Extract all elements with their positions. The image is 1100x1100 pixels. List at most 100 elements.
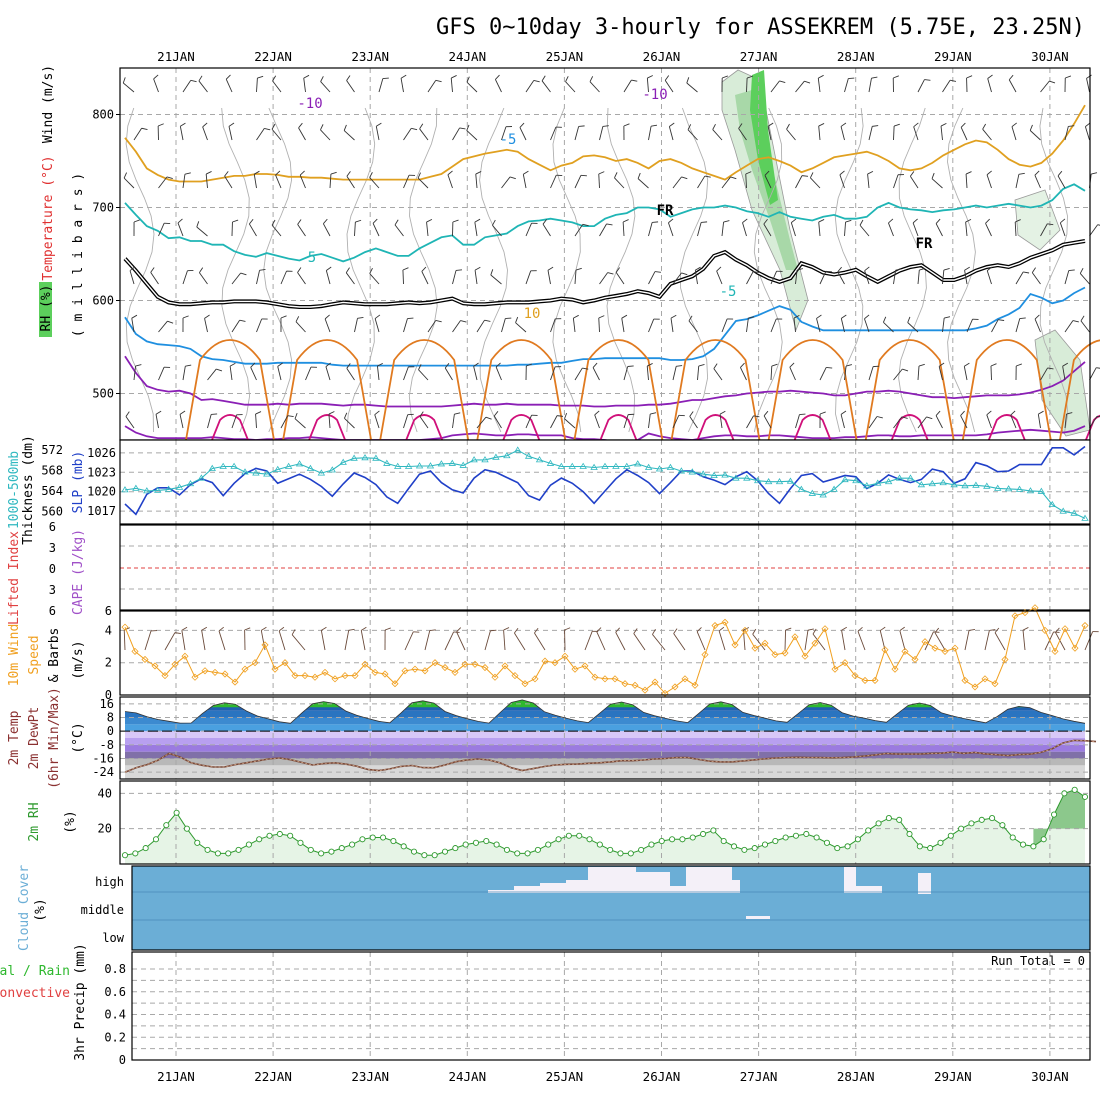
wind-barb-feather xyxy=(298,122,303,129)
wind-barb-feather xyxy=(287,415,294,417)
wind-barb xyxy=(1064,414,1067,429)
wind-tick-label: 4 xyxy=(105,623,112,637)
wind-barb-feather xyxy=(429,629,436,632)
wind-speed-point xyxy=(1051,647,1059,655)
wind-barb xyxy=(231,272,242,285)
wind-barb xyxy=(346,368,355,381)
wind-barb xyxy=(840,414,845,429)
rh2m-point xyxy=(947,832,954,839)
wind-barb-feather xyxy=(594,410,600,416)
wind-barb-feather xyxy=(670,314,677,319)
isotherm-label: -5 xyxy=(500,132,517,148)
rh-contour xyxy=(1039,107,1069,433)
rh2m-point xyxy=(204,846,211,853)
wind-barb xyxy=(272,80,282,93)
thickness-point xyxy=(666,463,675,470)
wind-barb-feather xyxy=(1015,219,1021,223)
wind-barb xyxy=(859,224,870,237)
thickness-point xyxy=(819,491,827,498)
wind-barb-feather xyxy=(125,411,130,417)
lifted-index-tick-label: 3 xyxy=(49,541,56,555)
wind-barb-feather xyxy=(474,218,481,223)
rh2m-point xyxy=(751,845,758,852)
wind-barb xyxy=(764,175,772,189)
wind-barb-feather xyxy=(344,412,348,419)
wind-barb xyxy=(280,270,287,285)
date-label-bottom: 26JAN xyxy=(643,1069,681,1084)
wind-barb xyxy=(633,633,646,651)
wind-barb xyxy=(1089,224,1099,237)
thickness-point xyxy=(154,486,162,493)
wind-barb-feather xyxy=(232,219,239,223)
thickness-point xyxy=(350,454,358,461)
wind-barb xyxy=(673,633,686,651)
wind-barb xyxy=(205,174,208,189)
thickness-point xyxy=(1004,485,1013,492)
wind-barb xyxy=(1064,320,1074,333)
wind-barb-feather xyxy=(840,122,847,127)
thickness-point xyxy=(524,452,533,459)
wind-speed-line xyxy=(124,607,1086,695)
date-label-bottom: 28JAN xyxy=(837,1069,875,1084)
wind-barb-feather xyxy=(796,268,803,271)
wind-barb xyxy=(746,415,754,429)
wind-barb xyxy=(817,78,821,93)
thickness-point xyxy=(437,460,446,467)
wind-barb xyxy=(256,318,263,333)
wind-barb-feather xyxy=(473,362,479,367)
thickness-point xyxy=(874,479,882,486)
rh-contour xyxy=(606,107,636,433)
wind-barb-feather xyxy=(419,411,424,417)
cloud-gap xyxy=(732,880,740,893)
isotherm-plus15 xyxy=(476,339,567,441)
wind-barb-feather xyxy=(1047,367,1054,370)
wind-speed-point xyxy=(561,652,569,660)
wind-barb xyxy=(686,82,698,93)
wind-barb-feather xyxy=(547,266,554,271)
thickness-point xyxy=(459,461,467,468)
wind-barb-feather xyxy=(949,79,957,82)
wind-barb-feather xyxy=(455,269,463,271)
pressure-tick-label: 700 xyxy=(92,201,114,215)
wind-barb-feather xyxy=(1072,320,1079,323)
wind-barb xyxy=(623,366,629,381)
wind-barb xyxy=(369,273,380,285)
wind-speed-point xyxy=(481,663,489,672)
temp-tick-label: 16 xyxy=(100,697,114,711)
wind-barb xyxy=(672,176,682,189)
wind-barb-feather xyxy=(239,319,246,322)
wind-barb xyxy=(426,222,429,237)
wind-barb-feather xyxy=(935,410,941,416)
wind-barb xyxy=(795,175,803,189)
wind-barb xyxy=(444,631,454,651)
rh-contour xyxy=(346,107,376,433)
wind-barb-feather xyxy=(987,74,993,79)
wind-barb-feather xyxy=(400,74,407,79)
wind-barb-feather xyxy=(523,170,529,175)
wind-barb-feather xyxy=(864,266,870,272)
date-label-bottom: 21JAN xyxy=(157,1069,195,1084)
wind-barb xyxy=(565,81,576,93)
wind-barb xyxy=(320,630,326,651)
wind-barb xyxy=(966,318,973,333)
wind-speed-point xyxy=(211,668,219,676)
wind-barb-feather xyxy=(965,171,972,175)
freezing-line-core xyxy=(124,240,1086,308)
wind-barb xyxy=(182,80,192,93)
wind-barb xyxy=(917,79,925,93)
wind-barb xyxy=(868,78,872,93)
wind-barb-feather xyxy=(696,627,702,632)
wind-barb xyxy=(893,270,897,285)
wind-barb xyxy=(623,414,629,429)
wind-barb xyxy=(738,128,747,141)
wind-barb-feather xyxy=(738,123,743,129)
wind-barb xyxy=(303,78,306,93)
thickness-point xyxy=(579,462,587,469)
rh2m-point xyxy=(152,836,160,843)
thickness-axis-label: 1000-500mb xyxy=(7,451,22,529)
thickness-point xyxy=(317,469,326,476)
wind-barb-feather xyxy=(271,123,276,130)
wind-speed-point xyxy=(971,683,979,691)
wind10m-panel-bg xyxy=(120,611,1090,695)
